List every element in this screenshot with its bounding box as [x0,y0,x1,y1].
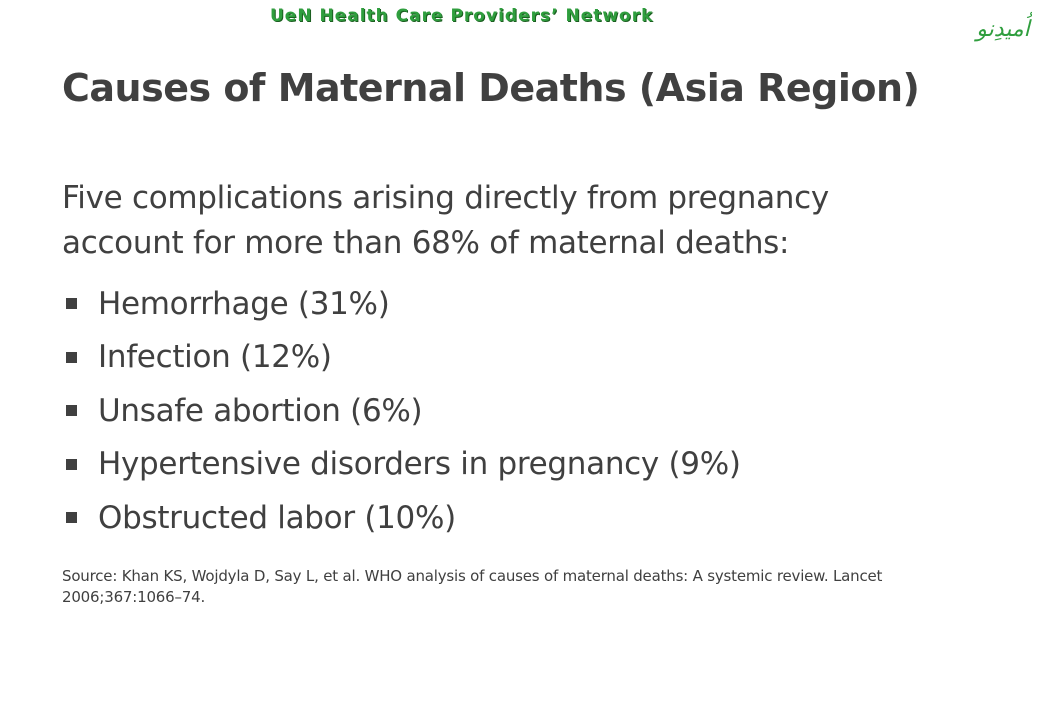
list-item: Hemorrhage (31%) [62,277,741,331]
square-bullet-icon [66,512,77,524]
square-bullet-icon [66,405,77,417]
list-item: Unsafe abortion (6%) [62,384,741,438]
bullet-label: Unsafe abortion (6%) [98,392,423,429]
list-item: Obstructed labor (10%) [62,491,741,545]
list-item: Hypertensive disorders in pregnancy (9%) [62,438,741,492]
bullet-label: Infection (12%) [98,339,332,376]
causes-list: Hemorrhage (31%) Infection (12%) Unsafe … [62,277,741,545]
organization-logo: اُمیدِنو [974,11,1032,42]
square-bullet-icon [66,298,77,310]
intro-text: Five complications arising directly from… [62,180,829,261]
list-item: Infection (12%) [62,331,741,385]
source-citation: Source: Khan KS, Wojdyla D, Say L, et al… [62,567,883,606]
square-bullet-icon [66,458,77,470]
logo-text: اُمیدِنو [974,11,1032,42]
bullet-label: Hemorrhage (31%) [98,285,390,322]
square-bullet-icon [66,351,77,363]
slide-title: Causes of Maternal Deaths (Asia Region) [62,66,920,110]
bullet-label: Obstructed labor (10%) [98,499,456,536]
bullet-label: Hypertensive disorders in pregnancy (9%) [98,446,741,483]
network-header: UeN Health Care Providers’ Network [270,6,654,26]
